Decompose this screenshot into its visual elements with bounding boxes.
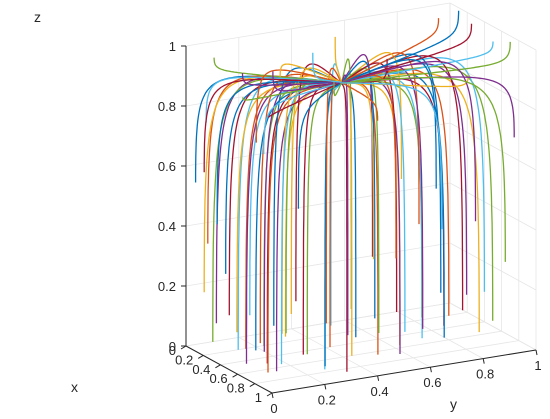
z-tick-label: 1 bbox=[169, 39, 176, 54]
x-tick bbox=[249, 383, 256, 388]
trajectory-line bbox=[341, 81, 379, 121]
trajectory-line bbox=[306, 82, 342, 355]
trajectory-line bbox=[341, 82, 357, 338]
trajectory-line bbox=[341, 82, 443, 230]
z-tick-label: 0 bbox=[169, 339, 176, 354]
y-tick bbox=[482, 358, 485, 364]
trajectory-line bbox=[341, 59, 437, 189]
trajectory-line bbox=[341, 60, 477, 222]
trajectory-line bbox=[329, 78, 343, 348]
y-tick bbox=[377, 375, 380, 381]
grid-line bbox=[291, 328, 378, 377]
x-axis-label: x bbox=[71, 379, 78, 395]
x-tick bbox=[215, 364, 221, 369]
z-axis-label: z bbox=[34, 9, 41, 25]
trajectory-line bbox=[325, 67, 343, 324]
y-tick bbox=[271, 392, 274, 399]
trajectory-line bbox=[255, 69, 342, 143]
y-tick-label: 0.4 bbox=[371, 384, 389, 399]
y-tick-label: 1 bbox=[534, 358, 541, 373]
x-tick-label: 0 bbox=[169, 343, 176, 358]
grid-line bbox=[185, 302, 451, 347]
trajectory-line bbox=[312, 52, 342, 83]
trajectory-line bbox=[341, 68, 450, 316]
chart-axes bbox=[180, 45, 538, 399]
y-tick bbox=[429, 367, 432, 373]
trajectory-line bbox=[341, 51, 403, 179]
grid-line bbox=[449, 122, 537, 171]
trajectory-line bbox=[203, 78, 342, 173]
trajectory-line bbox=[272, 71, 342, 92]
trajectory-line bbox=[225, 82, 342, 274]
x-tick bbox=[232, 373, 238, 378]
z-tick-label: 0.6 bbox=[158, 159, 176, 174]
grid-line bbox=[449, 302, 537, 351]
trajectory-line bbox=[205, 76, 342, 123]
trajectory-line bbox=[341, 23, 473, 83]
trajectory-line bbox=[268, 81, 342, 118]
grid-line bbox=[185, 122, 451, 167]
x-tick-label: 0.8 bbox=[227, 381, 245, 396]
grid-line bbox=[344, 319, 431, 368]
x-tick bbox=[266, 392, 273, 397]
trajectory-line bbox=[334, 36, 343, 83]
x-tick-label: 1 bbox=[255, 390, 262, 405]
trajectory-line bbox=[216, 81, 342, 225]
y-tick-label: 0.6 bbox=[423, 375, 441, 390]
trajectory-line bbox=[341, 60, 376, 319]
z-tick-label: 0.4 bbox=[158, 219, 176, 234]
trajectory-line bbox=[341, 41, 511, 83]
grid-line bbox=[449, 182, 537, 231]
trajectory-line bbox=[295, 63, 343, 302]
trajectory-line bbox=[341, 83, 348, 372]
grid-line bbox=[237, 330, 502, 375]
trajectory-line bbox=[279, 63, 342, 84]
grid-line bbox=[449, 62, 537, 111]
trajectory-line bbox=[333, 79, 343, 97]
y-tick-label: 0 bbox=[270, 401, 277, 416]
grid-line bbox=[449, 2, 537, 51]
x-tick-label: 0.4 bbox=[192, 362, 210, 377]
y-tick-label: 0.8 bbox=[476, 367, 494, 382]
trajectory-line bbox=[302, 82, 342, 355]
trajectory-lines bbox=[194, 10, 515, 373]
y-axis-label: y bbox=[450, 396, 457, 412]
trajectory-line bbox=[341, 18, 440, 83]
x-tick-label: 0.6 bbox=[210, 371, 228, 386]
x-tick bbox=[197, 354, 204, 359]
grid-line bbox=[185, 2, 451, 47]
y-tick bbox=[535, 349, 538, 356]
y-axis-line bbox=[271, 349, 537, 394]
grid-line bbox=[254, 340, 519, 384]
x-tick-label: 0.2 bbox=[175, 352, 193, 367]
trajectory-line bbox=[266, 82, 342, 364]
y-tick bbox=[324, 384, 327, 390]
trajectory-line bbox=[297, 82, 342, 209]
grid-line bbox=[203, 312, 468, 356]
y-tick-label: 0.2 bbox=[318, 392, 336, 407]
trajectory-line bbox=[241, 73, 342, 86]
trajectory-line bbox=[273, 67, 342, 326]
trajectory-line bbox=[341, 76, 506, 262]
trajectory-line bbox=[341, 72, 480, 333]
trajectory-line bbox=[341, 41, 494, 83]
x-axis-line bbox=[185, 345, 273, 394]
trajectory-line bbox=[330, 63, 343, 326]
grid-line bbox=[397, 311, 484, 359]
trajectory-line bbox=[263, 81, 342, 155]
z-tick-label: 0.2 bbox=[158, 279, 176, 294]
z-tick-label: 0.8 bbox=[158, 99, 176, 114]
